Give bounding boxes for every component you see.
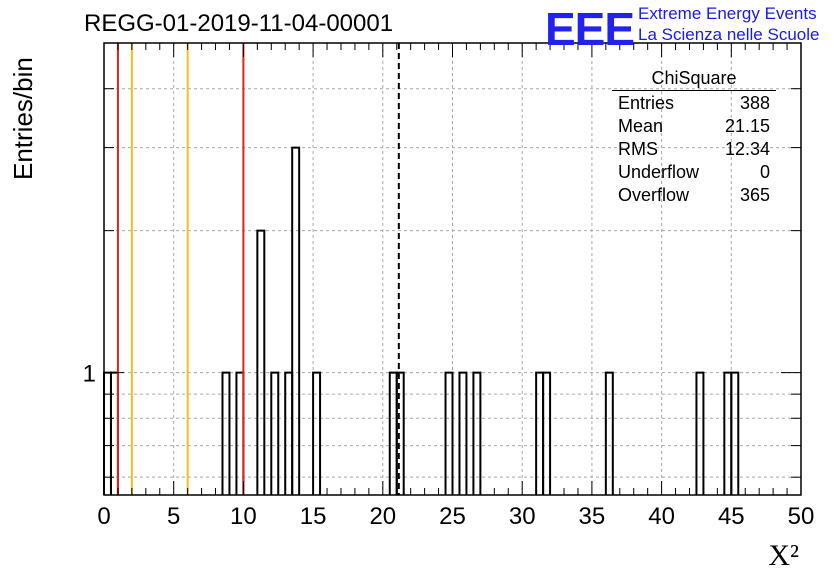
stats-row-rms: RMS 12.34 [612,138,776,161]
histogram-bar [109,371,119,495]
stats-value: 12.34 [724,139,770,159]
histogram-bar [723,371,733,495]
histogram-bar [604,371,614,495]
histogram-bar [395,371,405,495]
stats-row-underflow: Underflow 0 [612,161,776,184]
x-tick-label: 35 [579,503,606,530]
axes [103,42,802,496]
histogram-bar [730,371,740,495]
tick-labels: 0 5 10 15 20 25 30 35 40 45 50 1 X² [83,361,815,572]
stats-value: 388 [739,93,770,113]
stats-label: RMS [618,139,658,159]
histogram-bar [458,371,468,495]
x-tick-label: 40 [648,503,675,530]
stats-label: Mean [618,116,664,136]
reference-lines [116,43,400,495]
histogram-bar [444,371,454,495]
histogram-bar [270,371,280,495]
logo-line-2: La Scienza nelle Scuole [638,25,820,44]
histogram-bar [103,371,112,495]
histogram-bar [284,371,294,495]
histogram-bar [312,371,322,495]
stats-label: Underflow [618,162,700,182]
histogram-bar [542,371,552,495]
x-tick-label: 0 [97,503,110,530]
eee-logo: EEE [545,3,635,55]
x-tick-label: 10 [230,503,257,530]
x-tick-label: 50 [788,503,815,530]
x-tick-label: 20 [369,503,396,530]
histogram-bar [221,371,231,495]
y-axis-label: Entries/bin [8,57,38,180]
stats-rows: Entries 388 Mean 21.15 RMS 12.34 Underflow 0 Ove… [612,92,776,207]
x-tick-label: 25 [439,503,466,530]
histogram-bar [695,371,705,495]
stats-box: ChiSquare Entries 388 Mean 21.15 RMS 12.34 Und… [612,68,776,207]
histogram-bar [256,229,266,495]
chart-title: REGG-01-2019-11-04-00001 [84,10,394,37]
histogram-bars [103,146,740,495]
stats-value: 0 [759,162,770,182]
stats-value: 21.15 [724,116,770,136]
stats-row-mean: Mean 21.15 [612,115,776,138]
logo-line-1: Extreme Energy Events [638,4,817,23]
histogram-bar [235,371,245,495]
y-tick-label: 1 [83,361,96,388]
stats-row-overflow: Overflow 365 [612,184,776,207]
x-tick-label: 5 [167,503,180,530]
stats-value: 365 [739,185,770,205]
x-tick-label: 15 [300,503,327,530]
histogram-bar [535,371,545,495]
stats-row-entries: Entries 388 [612,92,776,115]
stats-title: ChiSquare [612,68,776,91]
histogram-bar [472,371,482,495]
histogram-bar [291,146,301,495]
stats-label: Overflow [618,185,690,205]
stats-label: Entries [618,93,675,113]
x-tick-label: 45 [718,503,745,530]
x-tick-label: 30 [509,503,536,530]
histogram-bar [388,371,398,495]
x-axis-label: X² [768,539,799,572]
